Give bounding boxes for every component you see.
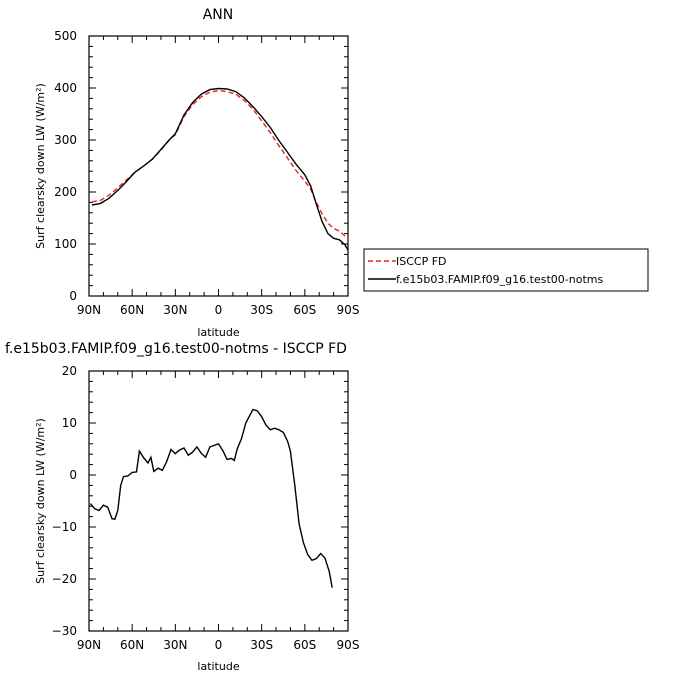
chart-title-1: f.e15b03.FAMIP.f09_g16.test00-notms - IS…: [5, 341, 347, 357]
series-line-0-1: [91, 87, 349, 251]
y-tick-label: 20: [62, 364, 77, 378]
legend-label-0: ISCCP FD: [396, 255, 447, 268]
legend-box: [363, 248, 649, 292]
plot-frame-1: [88, 370, 349, 632]
x-tick-label: 30S: [250, 638, 273, 652]
y-tick-label: 100: [54, 237, 77, 251]
series-line-0-0: [91, 89, 349, 240]
y-tick-label: 200: [54, 185, 77, 199]
x-tick-label: 60S: [293, 303, 316, 317]
x-tick-label: 60N: [120, 638, 144, 652]
y-tick-label: 500: [54, 29, 77, 43]
y-tick-label: −30: [52, 624, 77, 638]
x-tick-label: 30N: [163, 303, 187, 317]
y-tick-label: −10: [52, 520, 77, 534]
y-tick-label: 0: [69, 289, 77, 303]
x-tick-label: 0: [215, 638, 223, 652]
legend-label-1: f.e15b03.FAMIP.f09_g16.test00-notms: [396, 273, 603, 286]
y-tick-label: 400: [54, 81, 77, 95]
x-axis-label-1: latitude: [197, 660, 239, 673]
y-tick-label: 0: [69, 468, 77, 482]
x-axis-label-0: latitude: [197, 326, 239, 339]
plot-frame-0: [88, 35, 349, 297]
chart-title-0: ANN: [203, 7, 234, 23]
x-tick-label: 60N: [120, 303, 144, 317]
x-tick-label: 90S: [337, 638, 360, 652]
y-tick-label: −20: [52, 572, 77, 586]
y-tick-label: 10: [62, 416, 77, 430]
x-tick-label: 90N: [77, 638, 101, 652]
x-tick-label: 90N: [77, 303, 101, 317]
y-tick-label: 300: [54, 133, 77, 147]
x-tick-label: 0: [215, 303, 223, 317]
y-axis-label-0: Surf clearsky down LW (W/m²): [34, 83, 47, 249]
x-tick-label: 90S: [337, 303, 360, 317]
y-axis-label-1: Surf clearsky down LW (W/m²): [34, 418, 47, 584]
series-line-1-0: [89, 408, 333, 588]
x-tick-label: 30N: [163, 638, 187, 652]
x-tick-label: 30S: [250, 303, 273, 317]
x-tick-label: 60S: [293, 638, 316, 652]
